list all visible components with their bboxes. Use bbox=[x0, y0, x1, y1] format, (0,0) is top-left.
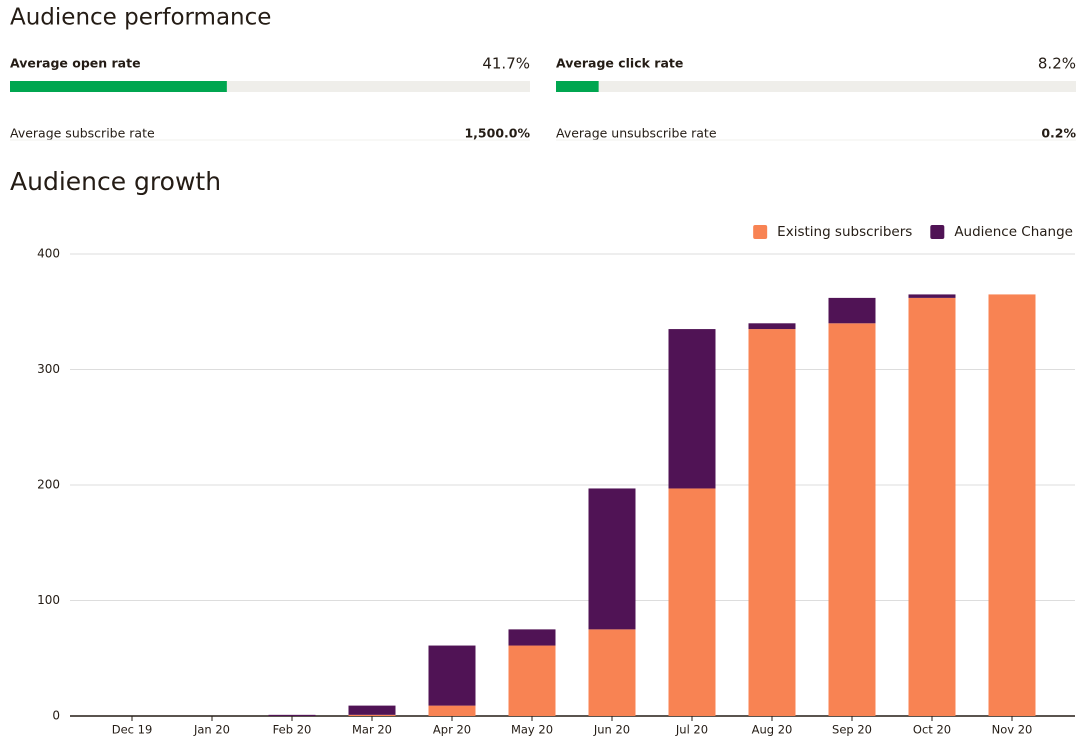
progress-fill bbox=[10, 81, 227, 92]
bar-segment bbox=[828, 323, 876, 716]
bar-segment bbox=[268, 714, 316, 716]
bar-segment bbox=[348, 714, 396, 716]
x-tick-label: Sep 20 bbox=[832, 723, 872, 737]
x-tick-label: Apr 20 bbox=[433, 723, 471, 737]
metric-label: Average subscribe rate bbox=[10, 126, 155, 141]
progress-track bbox=[556, 81, 1076, 92]
bar-segment bbox=[508, 645, 556, 716]
bar-segment bbox=[668, 488, 716, 716]
progress-fill bbox=[556, 81, 599, 92]
x-tick-label: May 20 bbox=[511, 723, 553, 737]
metric-label: Average unsubscribe rate bbox=[556, 126, 717, 141]
y-tick-label: 300 bbox=[37, 362, 60, 376]
y-tick-label: 400 bbox=[37, 247, 60, 261]
metric-value: 41.7% bbox=[482, 55, 530, 73]
x-tick-label: Nov 20 bbox=[992, 723, 1033, 737]
bar-segment bbox=[748, 323, 796, 330]
bar-segment bbox=[588, 488, 636, 630]
x-tick-label: Feb 20 bbox=[273, 723, 312, 737]
metric-value: 8.2% bbox=[1038, 55, 1076, 73]
bar-segment bbox=[508, 629, 556, 646]
x-tick-label: Dec 19 bbox=[112, 723, 153, 737]
x-tick-label: Mar 20 bbox=[352, 723, 392, 737]
section-title: Audience performance bbox=[10, 5, 271, 31]
bar-segment bbox=[828, 297, 876, 324]
bar-segment bbox=[908, 294, 956, 298]
metric-value: 1,500.0% bbox=[464, 126, 530, 141]
bar-segment bbox=[348, 705, 396, 715]
bar-segment bbox=[428, 645, 476, 706]
bar-segment bbox=[588, 629, 636, 716]
bar-segment bbox=[428, 705, 476, 716]
metric-value: 0.2% bbox=[1041, 126, 1076, 141]
legend-swatch bbox=[930, 225, 945, 239]
bar-segment bbox=[908, 297, 956, 716]
metric-label: Average open rate bbox=[10, 56, 141, 71]
x-tick-label: Oct 20 bbox=[913, 723, 951, 737]
legend-label: Existing subscribers bbox=[777, 224, 912, 240]
metric-label: Average click rate bbox=[556, 56, 683, 71]
legend-swatch bbox=[753, 225, 768, 239]
x-tick-label: Jul 20 bbox=[675, 723, 708, 737]
chart-title: Audience growth bbox=[10, 167, 221, 196]
y-tick-label: 0 bbox=[52, 709, 60, 723]
legend-label: Audience Change bbox=[954, 224, 1073, 240]
x-tick-label: Jan 20 bbox=[193, 723, 230, 737]
bar-segment bbox=[748, 329, 796, 716]
bar-segment bbox=[668, 329, 716, 489]
x-tick-label: Jun 20 bbox=[593, 723, 630, 737]
x-tick-label: Aug 20 bbox=[752, 723, 793, 737]
y-tick-label: 200 bbox=[37, 478, 60, 492]
bar-segment bbox=[988, 294, 1036, 716]
y-tick-label: 100 bbox=[37, 593, 60, 607]
progress-track bbox=[10, 81, 530, 92]
